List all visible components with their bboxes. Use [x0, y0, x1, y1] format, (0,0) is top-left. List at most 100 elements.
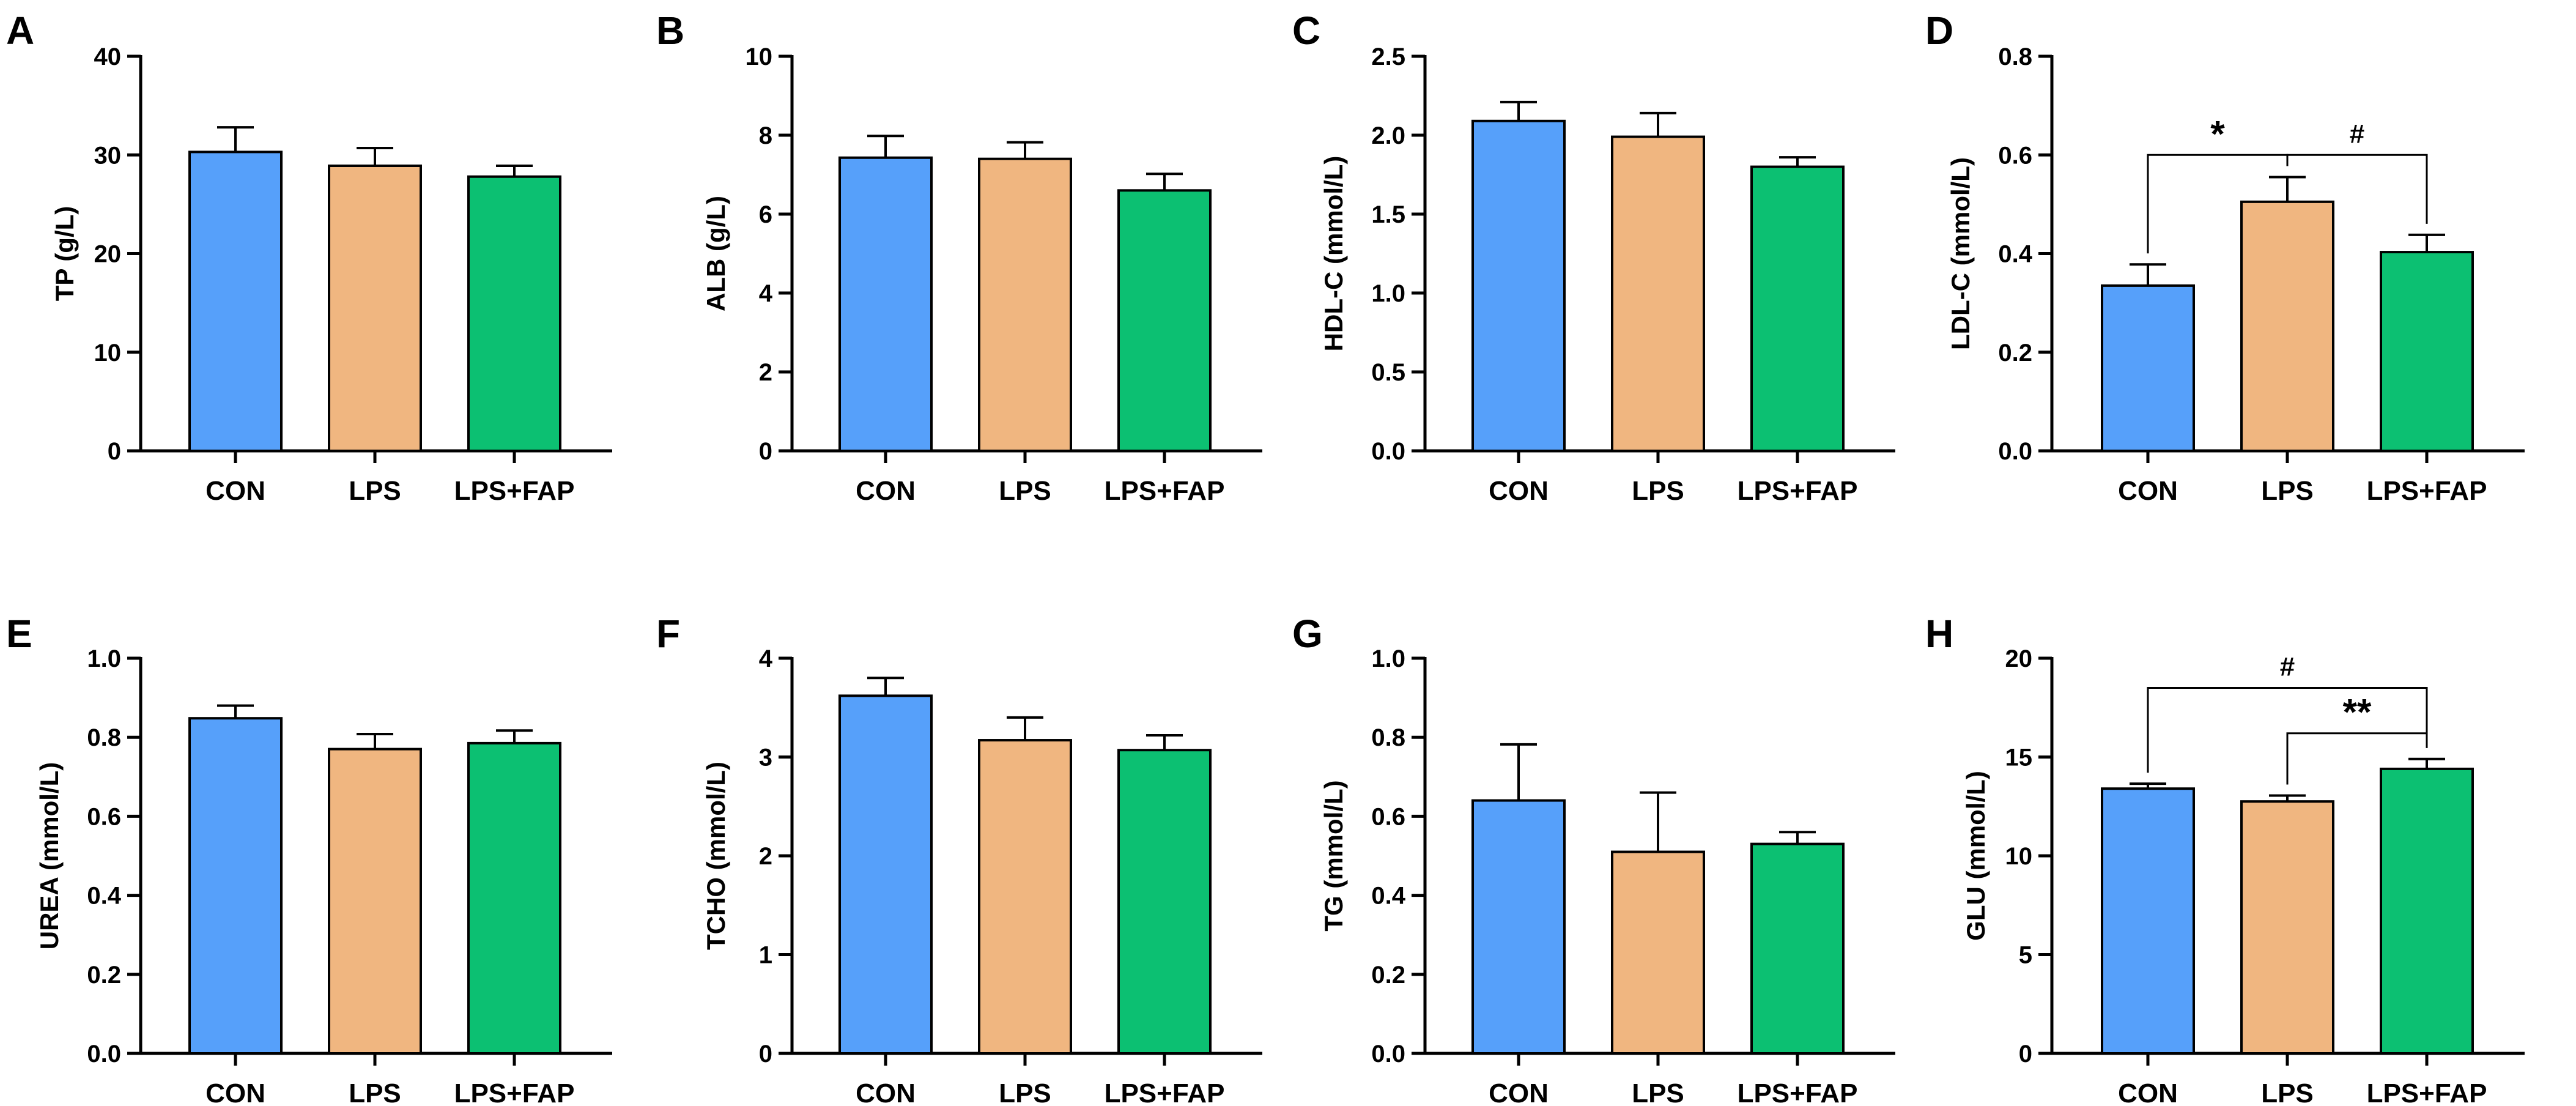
panel-label: A	[6, 9, 34, 53]
significance-bracket	[2286, 732, 2428, 785]
bar-lps	[978, 739, 1072, 1055]
x-tick-label: LPS+FAP	[1738, 1078, 1858, 1106]
x-tick-label: LPS	[1632, 1078, 1684, 1106]
x-tick-label: CON	[1489, 476, 1549, 506]
bar-con	[838, 156, 933, 452]
bar-lps	[328, 748, 422, 1055]
bar-lps-fap	[1750, 165, 1845, 452]
significance-bracket	[2286, 154, 2428, 224]
y-tick-label: 0	[2019, 1041, 2032, 1067]
bar-con	[1471, 799, 1566, 1055]
x-tick-label: CON	[856, 1078, 916, 1106]
panel-g: G 0.0 0.2 0.4 0.6 0.8 1.0 TG (mmol/L) CON LPS LPS+…	[1292, 612, 1895, 1106]
y-tick-label: 2.0	[1371, 122, 1405, 149]
y-tick-label: 5	[2019, 942, 2032, 969]
bar-lps-fap	[2380, 767, 2474, 1055]
bar-lps	[1611, 850, 1705, 1055]
x-tick-label: LPS	[1632, 476, 1684, 506]
significance-label: #	[2280, 651, 2295, 681]
panel-label: G	[1292, 612, 1323, 656]
x-tick-label: LPS+FAP	[1105, 476, 1225, 506]
y-tick-label: 0.6	[1371, 803, 1405, 830]
x-tick-label: CON	[2118, 476, 2178, 506]
y-tick-label: 0.5	[1371, 359, 1405, 386]
y-tick-label: 4	[759, 280, 773, 307]
panel-b: B 0 2 4 6 8 10 ALB (g/L) CON LPS LPS+FAP	[656, 9, 1262, 506]
bar-lps	[1611, 135, 1705, 452]
y-tick-label: 0	[759, 1041, 772, 1067]
x-tick-label: LPS+FAP	[2367, 1078, 2487, 1106]
x-tick-label: CON	[1489, 1078, 1549, 1106]
y-axis-label: GLU (mmol/L)	[1961, 771, 1990, 941]
y-tick-label: 30	[94, 142, 122, 169]
bar-lps-fap	[1117, 189, 1212, 452]
y-tick-label: 2	[759, 843, 772, 870]
x-tick-label: LPS	[349, 476, 401, 506]
bar-lps-fap	[1750, 842, 1845, 1055]
panel-a: A 0 10 20 30 40 TP (g/L) CON LPS LPS+FAP	[6, 9, 612, 506]
panel-label: H	[1925, 612, 1953, 656]
y-tick-label: 0.2	[87, 962, 121, 989]
y-tick-label: 1.0	[87, 645, 121, 672]
y-tick-label: 0.0	[1998, 438, 2032, 465]
panel-label: D	[1925, 9, 1953, 53]
bar-lps-fap	[467, 175, 561, 452]
bar-lps	[2240, 800, 2334, 1055]
bar-lps	[328, 164, 422, 452]
panel-label: C	[1292, 9, 1320, 53]
y-tick-label: 1.5	[1371, 201, 1405, 228]
panel-label: F	[656, 612, 680, 656]
significance-label: **	[2343, 692, 2372, 733]
y-axis-label: TG (mmol/L)	[1319, 780, 1348, 931]
panel-d: D 0.0 0.2 0.4 0.6 0.8 LDL-C (mmol/L) CON LPS LPS+…	[1925, 9, 2525, 506]
bar-lps-fap	[1117, 749, 1212, 1055]
y-tick-label: 10	[94, 340, 122, 366]
bar-con	[838, 694, 933, 1055]
x-tick-label: LPS+FAP	[1738, 476, 1858, 506]
significance-label: *	[2210, 113, 2225, 154]
y-tick-label: 0.2	[1998, 340, 2032, 366]
x-tick-label: CON	[856, 476, 916, 506]
y-tick-label: 10	[746, 43, 773, 70]
y-tick-label: 0.8	[1371, 724, 1405, 751]
x-tick-label: LPS	[2261, 1078, 2314, 1106]
y-tick-label: 15	[2005, 744, 2033, 771]
y-tick-label: 6	[759, 201, 772, 228]
y-tick-label: 0	[108, 438, 121, 465]
y-axis-label: ALB (g/L)	[701, 196, 730, 311]
y-tick-label: 0	[759, 438, 772, 465]
bar-lps	[978, 157, 1072, 452]
y-tick-label: 20	[94, 241, 122, 268]
bar-lps	[2240, 200, 2334, 452]
panel-f: F 0 1 2 3 4 TCHO (mmol/L) CON LPS LPS+FAP	[656, 612, 1262, 1106]
y-tick-label: 0.4	[1371, 883, 1405, 910]
y-tick-label: 2.5	[1371, 43, 1405, 70]
bar-con	[1471, 119, 1566, 452]
y-tick-label: 0.8	[87, 724, 121, 751]
y-tick-label: 0.6	[1998, 142, 2032, 169]
y-axis-label: LDL-C (mmol/L)	[1946, 157, 1975, 350]
bar-con	[2101, 787, 2195, 1055]
y-axis-label: TCHO (mmol/L)	[701, 762, 730, 950]
panel-label: B	[656, 9, 684, 53]
significance-label: #	[2350, 119, 2364, 149]
bar-lps-fap	[467, 741, 561, 1055]
x-tick-label: LPS+FAP	[454, 476, 575, 506]
x-tick-label: LPS	[349, 1078, 401, 1106]
significance-bracket	[2147, 686, 2428, 773]
y-tick-label: 10	[2005, 843, 2033, 870]
y-tick-label: 0.8	[1998, 43, 2032, 70]
y-axis-label: UREA (mmol/L)	[35, 762, 64, 949]
x-tick-label: LPS+FAP	[454, 1078, 575, 1106]
y-tick-label: 0.4	[1998, 241, 2032, 268]
y-tick-label: 8	[759, 122, 772, 149]
bar-con	[188, 717, 283, 1055]
y-axis-label: HDL-C (mmol/L)	[1319, 156, 1348, 352]
x-tick-label: CON	[205, 1078, 265, 1106]
x-tick-label: LPS	[2261, 476, 2314, 506]
bar-con	[188, 150, 283, 452]
x-tick-label: CON	[2118, 1078, 2178, 1106]
x-tick-label: LPS+FAP	[1105, 1078, 1225, 1106]
y-tick-label: 0.0	[1371, 1041, 1405, 1067]
